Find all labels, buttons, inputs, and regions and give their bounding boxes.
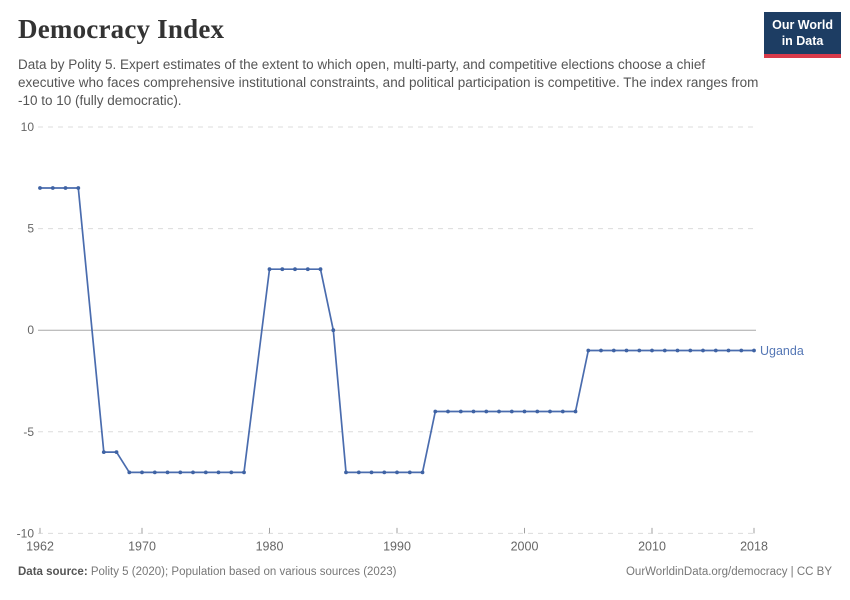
data-point[interactable]	[446, 409, 450, 414]
x-tick-label: 2010	[638, 539, 666, 553]
data-point[interactable]	[611, 348, 616, 353]
y-tick-label: 10	[21, 120, 35, 134]
data-point[interactable]	[548, 409, 552, 414]
x-tick-label: 2000	[511, 539, 539, 553]
y-tick-label: 0	[27, 323, 34, 337]
data-point[interactable]	[50, 186, 55, 190]
y-axis-labels: 10 5 0 -5 -10	[17, 120, 35, 540]
owid-logo: Our World in Data	[764, 12, 841, 59]
data-point[interactable]	[497, 409, 501, 414]
x-tick-label: 1970	[128, 539, 156, 553]
data-source-label: Data source:	[18, 566, 88, 578]
data-point[interactable]	[38, 186, 42, 190]
data-point[interactable]	[484, 409, 489, 414]
data-point[interactable]	[267, 267, 272, 272]
series-label-uganda[interactable]: Uganda	[760, 344, 804, 358]
data-point[interactable]	[650, 348, 654, 353]
data-point[interactable]	[152, 470, 157, 475]
data-point[interactable]	[242, 470, 246, 475]
data-point[interactable]	[395, 470, 399, 475]
owid-logo-line1: Our World	[772, 18, 833, 32]
gridlines	[38, 126, 756, 534]
data-point[interactable]	[140, 470, 144, 475]
data-source-text: Polity 5 (2020); Population based on var…	[87, 566, 397, 578]
data-point[interactable]	[127, 470, 132, 475]
data-point[interactable]	[203, 470, 208, 475]
data-point[interactable]	[331, 328, 336, 333]
data-point[interactable]	[675, 348, 680, 353]
data-point[interactable]	[573, 409, 578, 414]
data-point[interactable]	[522, 409, 527, 414]
data-point[interactable]	[713, 348, 718, 353]
data-point[interactable]	[535, 409, 540, 414]
chart-subtitle: Data by Polity 5. Expert estimates of th…	[18, 57, 759, 108]
data-point[interactable]	[458, 409, 463, 414]
data-point[interactable]	[624, 348, 629, 353]
data-point[interactable]	[420, 470, 425, 475]
data-point[interactable]	[344, 470, 348, 475]
footer-license-link[interactable]: OurWorldinData.org/democracy | CC BY	[625, 566, 832, 578]
data-point[interactable]	[599, 348, 603, 353]
page-title: Democracy Index	[18, 14, 225, 44]
data-point[interactable]	[739, 348, 744, 353]
chart-footer: Data source: Polity 5 (2020); Population…	[18, 566, 832, 578]
data-point[interactable]	[701, 348, 705, 353]
x-tick-label: 1962	[26, 539, 54, 553]
x-tick-label: 1980	[256, 539, 284, 553]
data-point[interactable]	[178, 470, 183, 475]
data-point[interactable]	[165, 470, 170, 475]
owid-logo-line2: in Data	[781, 33, 824, 48]
data-point[interactable]	[191, 470, 195, 475]
data-point[interactable]	[356, 470, 361, 475]
data-point[interactable]	[509, 409, 514, 414]
data-point[interactable]	[586, 348, 591, 353]
data-point[interactable]	[114, 450, 119, 454]
data-point[interactable]	[726, 348, 731, 353]
data-source: Data source: Polity 5 (2020); Population…	[18, 566, 396, 578]
series-uganda[interactable]: Uganda	[38, 186, 804, 475]
data-point[interactable]	[688, 348, 693, 353]
data-point[interactable]	[662, 348, 667, 353]
data-point[interactable]	[407, 470, 412, 475]
data-point[interactable]	[280, 267, 285, 272]
y-tick-label: -10	[17, 526, 35, 540]
data-point[interactable]	[229, 470, 234, 475]
data-point[interactable]	[76, 186, 81, 190]
y-tick-label: -5	[23, 425, 34, 439]
data-point[interactable]	[471, 409, 476, 414]
data-point[interactable]	[293, 267, 297, 272]
data-point[interactable]	[318, 267, 323, 272]
data-point[interactable]	[752, 348, 756, 353]
x-axis: 1962 1970 1980 1990 2000 2010 2018	[26, 527, 768, 553]
x-tick-label: 1990	[383, 539, 411, 553]
data-point[interactable]	[560, 409, 565, 414]
data-point[interactable]	[101, 450, 106, 454]
data-point[interactable]	[637, 348, 642, 353]
data-point[interactable]	[369, 470, 374, 475]
y-tick-label: 5	[27, 222, 34, 236]
data-point[interactable]	[433, 409, 438, 414]
x-tick-label: 2018	[740, 539, 768, 553]
data-point[interactable]	[216, 470, 221, 475]
data-point[interactable]	[382, 470, 387, 475]
data-point[interactable]	[305, 267, 310, 272]
data-point[interactable]	[63, 186, 68, 190]
